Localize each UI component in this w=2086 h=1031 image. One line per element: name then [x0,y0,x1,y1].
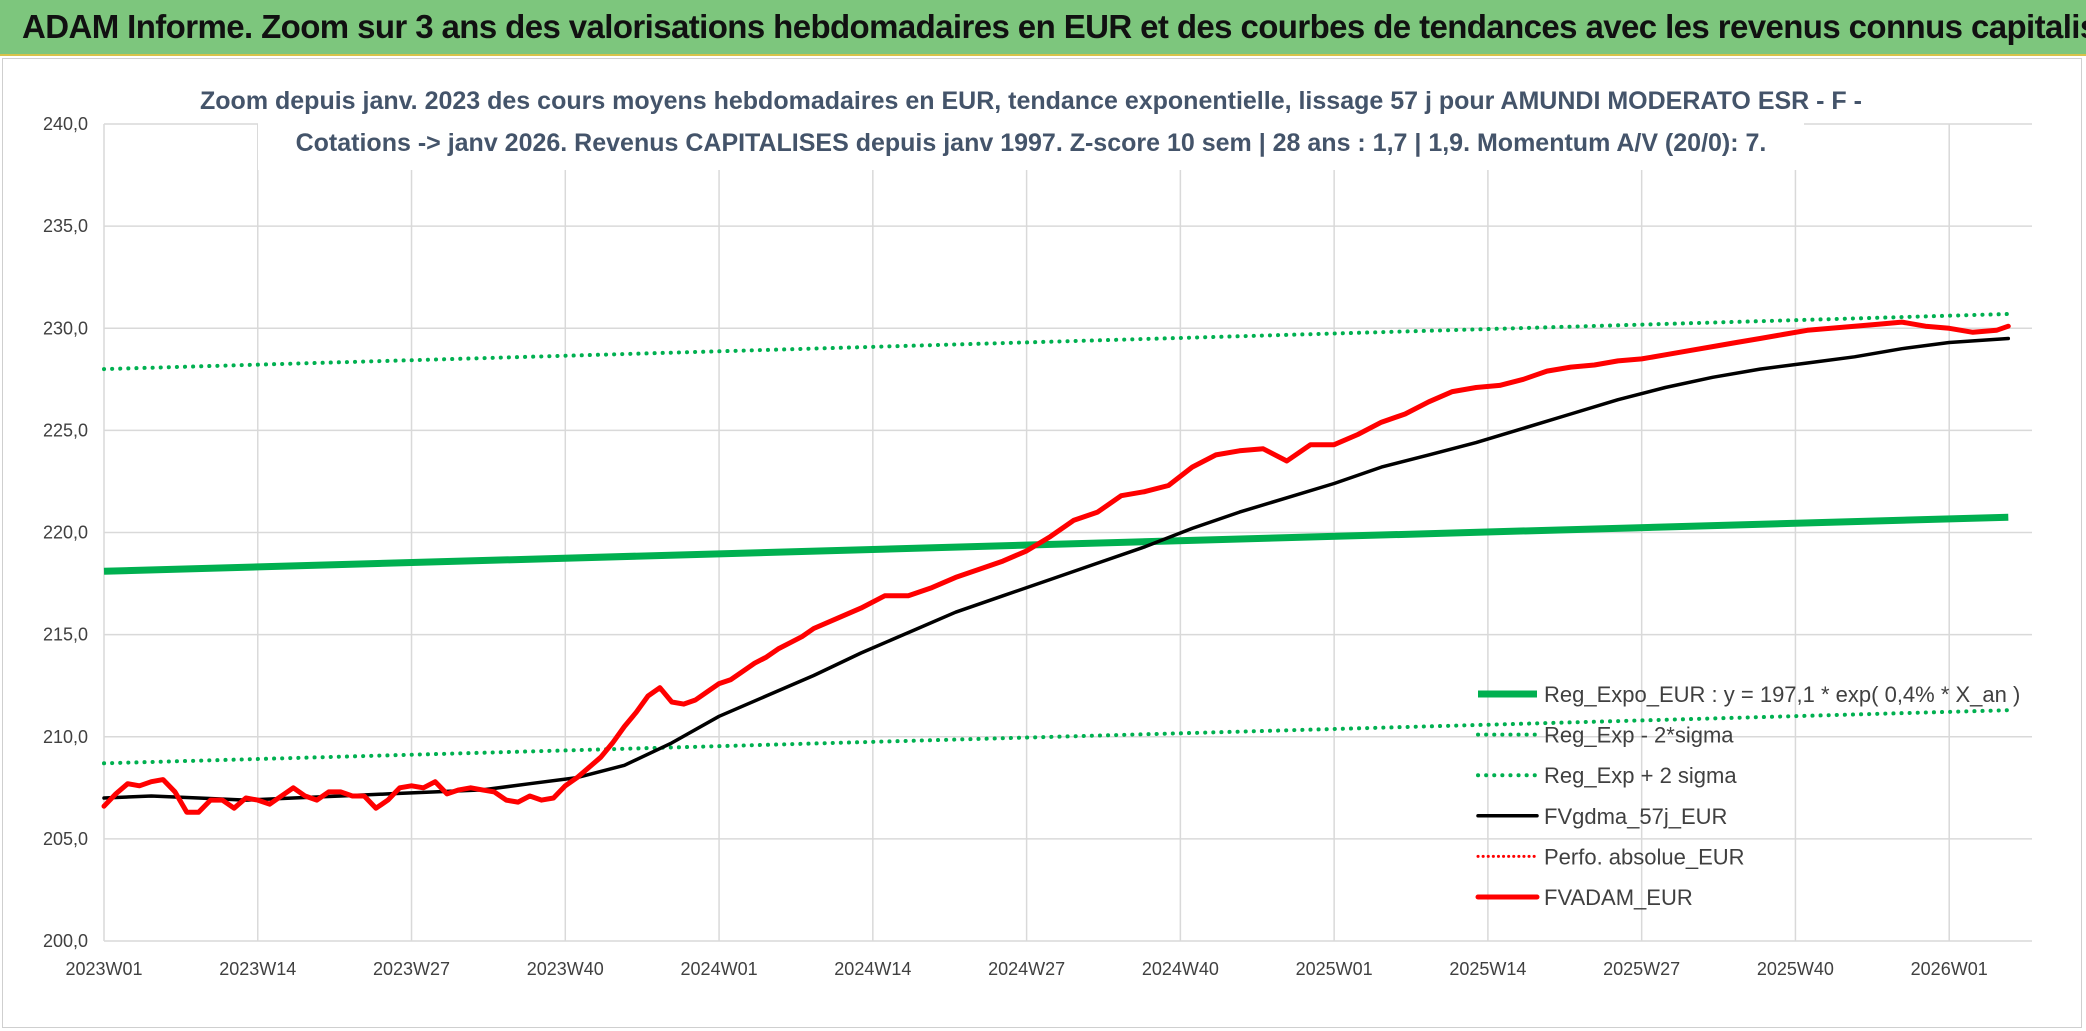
legend-label: FVgdma_57j_EUR [1544,804,1727,829]
legend-label: Reg_Expo_EUR : y = 197,1 * exp( 0,4% * X… [1544,682,2020,707]
y-tick-label: 225,0 [43,420,88,440]
gridlines [103,123,2032,942]
series-line-6 [101,319,2011,815]
series-line-1 [103,513,2009,575]
chart-title-line-2: Cotations -> janv 2026. Revenus CAPITALI… [296,129,1767,157]
y-tick-label: 215,0 [43,625,88,645]
y-tick-label: 210,0 [43,727,88,747]
series-line-2 [102,708,2011,766]
y-tick-label: 235,0 [43,216,88,236]
legend: Reg_Expo_EUR : y = 197,1 * exp( 0,4% * X… [1475,682,2020,910]
legend-label: Perfo. absolue_EUR [1544,844,1745,869]
header-banner: ADAM Informe. Zoom sur 3 ans des valoris… [0,0,2086,56]
x-tick-label: 2025W01 [1296,959,1373,979]
y-tick-label: 200,0 [43,931,88,951]
x-tick-label: 2024W01 [681,959,758,979]
series-layer [101,312,2011,815]
report-title: ADAM Informe. Zoom sur 3 ans des valoris… [22,8,2086,45]
x-tick-label: 2023W14 [219,959,296,979]
x-tick-label: 2024W27 [988,959,1065,979]
x-tick-label: 2025W40 [1757,959,1834,979]
x-tick-label: 2024W14 [834,959,911,979]
x-tick-label: 2023W27 [373,959,450,979]
chart-frame [2,58,2082,1028]
legend-label: FVADAM_EUR [1544,885,1693,910]
x-tick-label: 2025W14 [1449,959,1526,979]
y-axis-ticks: 240,0 235,0 230,0 225,0 220,0 215,0 210,0 205,0… [43,114,88,951]
legend-label: Reg_Exp + 2 sigma [1544,763,1737,788]
series-line-4 [102,336,2011,802]
legend-label: Reg_Exp - 2*sigma [1544,723,1734,748]
chart-title-line-1: Zoom depuis janv. 2023 des cours moyens … [200,87,1862,115]
y-tick-label: 240,0 [43,114,88,134]
series-line-3 [102,312,2011,372]
x-tick-label: 2025W27 [1603,959,1680,979]
title-background [258,78,1804,170]
y-tick-label: 205,0 [43,829,88,849]
x-tick-label: 2026W01 [1911,959,1988,979]
y-tick-label: 230,0 [43,318,88,338]
x-tick-label: 2024W40 [1142,959,1219,979]
x-axis-ticks: 2023W01 2023W14 2023W27 2023W40 2024W01 2024W… [65,959,1987,979]
x-tick-label: 2023W40 [527,959,604,979]
y-tick-label: 220,0 [43,523,88,543]
x-tick-label: 2023W01 [65,959,142,979]
